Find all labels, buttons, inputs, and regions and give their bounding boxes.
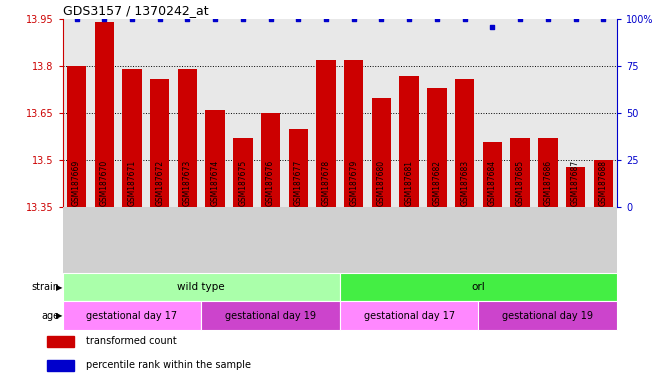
Text: ▶: ▶ <box>55 283 62 291</box>
Bar <box>510 138 530 207</box>
Text: transformed count: transformed count <box>86 336 176 346</box>
Text: strain: strain <box>32 282 59 292</box>
Bar <box>478 301 617 330</box>
Point <box>543 16 553 22</box>
Point <box>459 16 470 22</box>
Text: GDS3157 / 1370242_at: GDS3157 / 1370242_at <box>63 3 209 17</box>
Point <box>99 16 110 22</box>
Bar <box>372 98 391 207</box>
Point <box>265 16 276 22</box>
Point <box>570 16 581 22</box>
Point <box>598 16 609 22</box>
Bar <box>316 60 336 207</box>
Point <box>182 16 193 22</box>
Bar <box>201 301 340 330</box>
Text: age: age <box>42 311 59 321</box>
Point <box>293 16 304 22</box>
Text: ▶: ▶ <box>55 311 62 320</box>
Text: wild type: wild type <box>178 282 225 292</box>
Bar <box>566 167 585 207</box>
Text: gestational day 19: gestational day 19 <box>225 311 316 321</box>
Bar <box>455 79 475 207</box>
Bar <box>150 79 170 207</box>
Bar <box>63 273 340 301</box>
Bar <box>538 138 558 207</box>
Bar <box>205 110 225 207</box>
Bar <box>399 76 419 207</box>
Point <box>432 16 442 22</box>
Text: percentile rank within the sample: percentile rank within the sample <box>86 360 251 370</box>
Point <box>210 16 220 22</box>
Bar <box>63 301 201 330</box>
Text: gestational day 19: gestational day 19 <box>502 311 593 321</box>
Bar <box>261 113 280 207</box>
Bar <box>48 336 74 347</box>
Bar <box>67 66 86 207</box>
Point <box>348 16 359 22</box>
Point <box>154 16 165 22</box>
Point <box>321 16 331 22</box>
Point <box>238 16 248 22</box>
Text: gestational day 17: gestational day 17 <box>364 311 455 321</box>
Bar <box>178 70 197 207</box>
Bar <box>340 273 617 301</box>
Bar <box>340 301 478 330</box>
Text: orl: orl <box>472 282 485 292</box>
Text: gestational day 17: gestational day 17 <box>86 311 178 321</box>
Bar <box>48 360 74 371</box>
Bar <box>233 138 253 207</box>
Bar <box>288 129 308 207</box>
Bar <box>344 60 364 207</box>
Bar <box>94 22 114 207</box>
Point <box>376 16 387 22</box>
Point <box>515 16 525 22</box>
Bar <box>427 88 447 207</box>
Point <box>487 24 498 30</box>
Point <box>127 16 137 22</box>
Point <box>404 16 414 22</box>
Bar <box>482 141 502 207</box>
Bar <box>593 161 613 207</box>
Point <box>71 16 82 22</box>
Bar <box>122 70 142 207</box>
